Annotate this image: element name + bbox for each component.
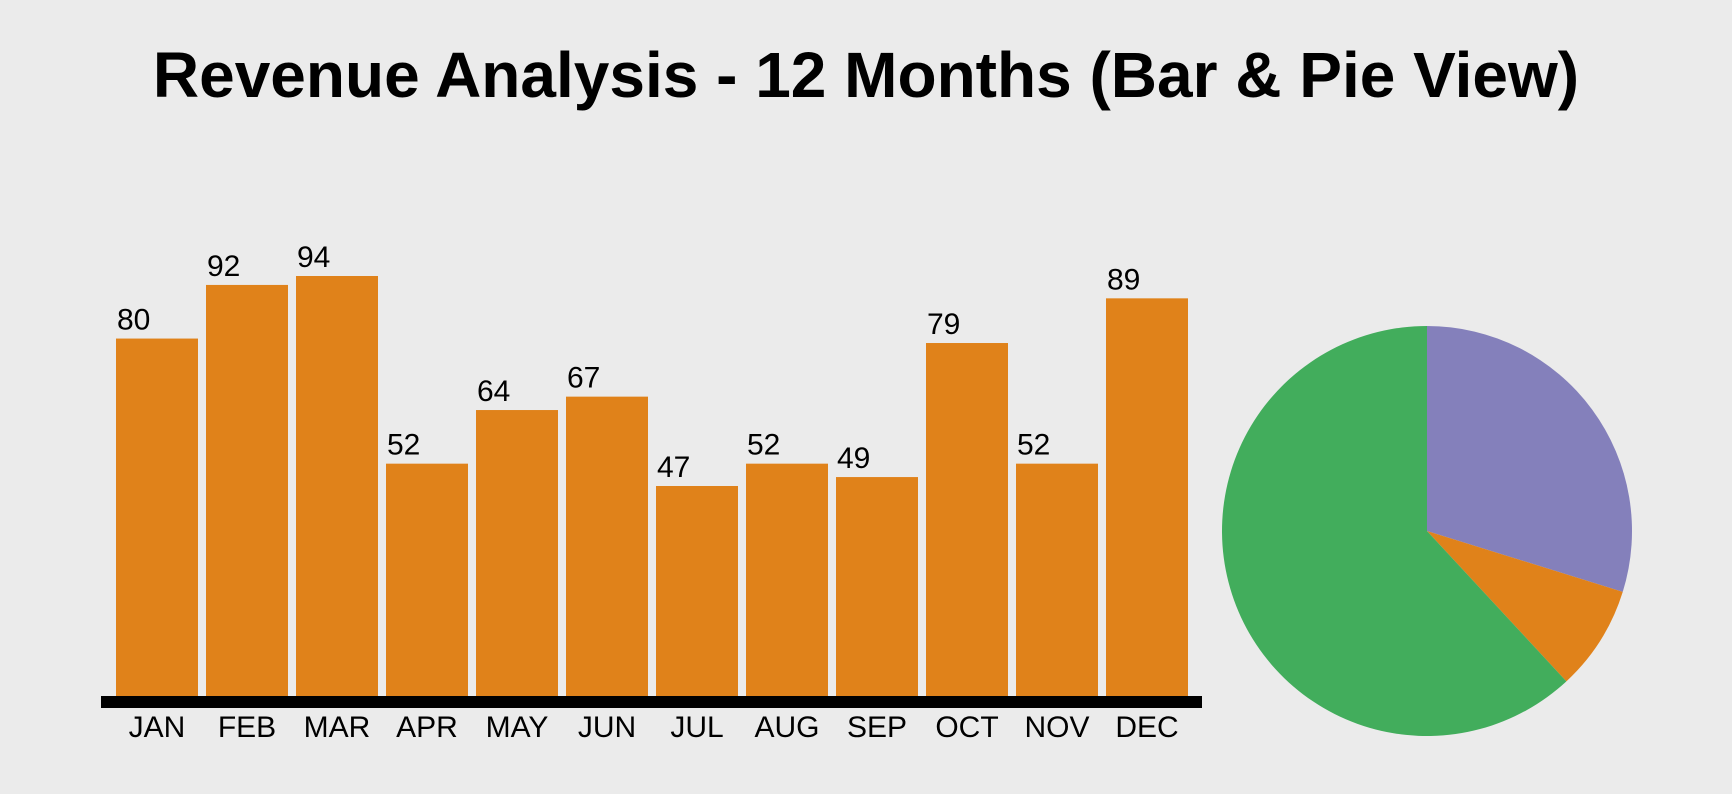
bar-jan (116, 338, 198, 696)
pie-slice-2 (1427, 531, 1623, 682)
bar-jun (566, 396, 648, 696)
data-label-sep: 49 (837, 442, 870, 475)
data-label-dec: 89 (1107, 263, 1140, 296)
bar-jul (656, 486, 738, 696)
tick-label-may: MAY (486, 711, 549, 744)
bar-aug (746, 463, 828, 696)
data-label-may: 64 (477, 375, 510, 408)
bar-sep (836, 477, 918, 696)
tick-label-aug: AUG (754, 711, 819, 744)
data-label-jul: 47 (657, 451, 690, 484)
tick-label-apr: APR (396, 711, 458, 744)
data-label-aug: 52 (747, 429, 780, 462)
bar-may (476, 410, 558, 696)
pie-slice-1 (1427, 326, 1633, 592)
data-label-apr: 52 (387, 429, 420, 462)
bar-nov (1016, 463, 1098, 696)
tick-label-feb: FEB (218, 711, 276, 744)
bar-mar (296, 276, 378, 696)
pie-slice-3 (1222, 326, 1567, 736)
tick-label-jan: JAN (129, 711, 186, 744)
pie-chart (1222, 326, 1633, 736)
tick-label-nov: NOV (1024, 711, 1089, 744)
bar-apr (386, 463, 468, 696)
bar-dec (1106, 298, 1188, 696)
data-label-jan: 80 (117, 304, 150, 337)
tick-label-sep: SEP (847, 711, 907, 744)
tick-label-oct: OCT (935, 711, 998, 744)
bar-feb (206, 284, 288, 696)
tick-label-dec: DEC (1115, 711, 1178, 744)
data-label-jun: 67 (567, 362, 600, 395)
data-label-oct: 79 (927, 308, 960, 341)
chart-title: Revenue Analysis - 12 Months (Bar & Pie … (152, 39, 1580, 111)
tick-label-jun: JUN (578, 711, 636, 744)
data-label-nov: 52 (1017, 429, 1050, 462)
tick-label-mar: MAR (304, 711, 371, 744)
data-label-mar: 94 (297, 241, 330, 274)
x-axis-line (101, 696, 1202, 708)
data-label-feb: 92 (207, 250, 240, 283)
bar-oct (926, 343, 1008, 696)
tick-label-jul: JUL (670, 711, 723, 744)
bar-chart: 80 JAN 92 FEB 94 MAR 52 APR 64 MAY 67 JUN 47 JUL 52 AUG… (101, 241, 1202, 744)
